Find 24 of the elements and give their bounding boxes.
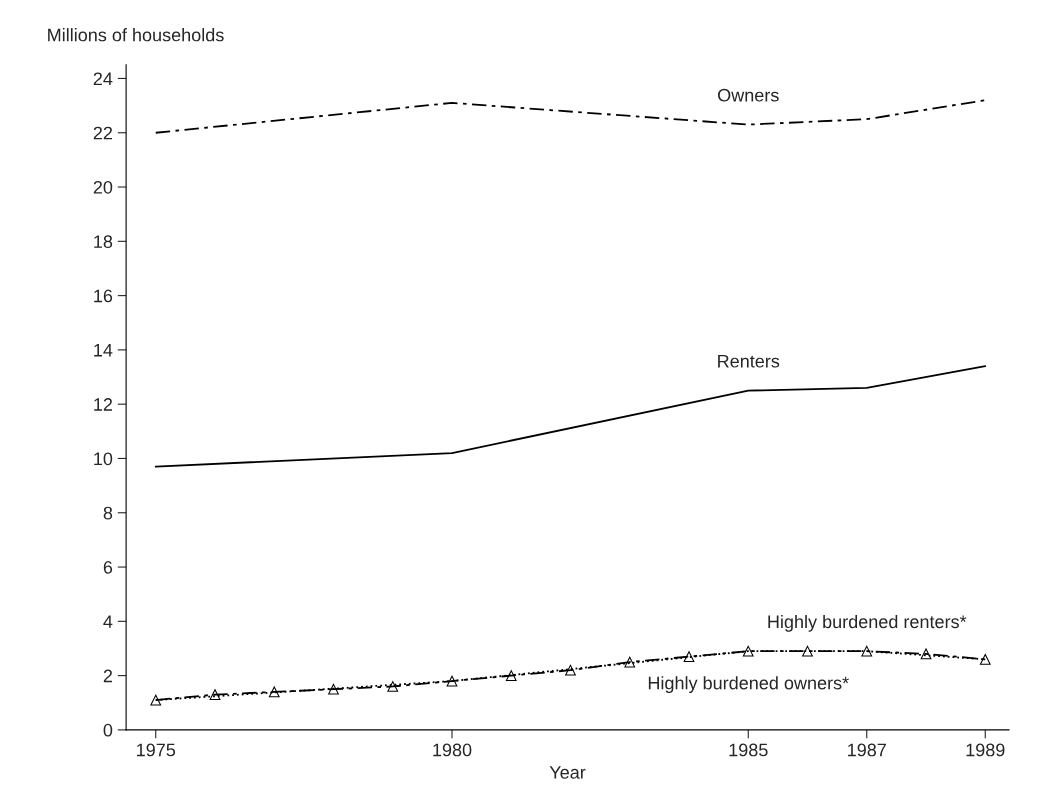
series-label: Renters [718,354,780,368]
y-tick-label: 18 [94,235,113,249]
x-tick-label: 1980 [433,743,472,757]
y-tick-label: 8 [103,506,113,520]
y-tick-label: 24 [93,72,113,85]
y-tick-label: 6 [103,560,113,574]
x-tick-label: 1987 [848,743,886,757]
x-tick-label: 1985 [729,743,768,757]
series-label: Highly burdened renters* [768,614,967,632]
y-tick-label: 10 [94,452,113,466]
y-tick-label: 12 [94,398,113,411]
x-tick-label: 1989 [966,743,1005,757]
y-tick-label: 20 [93,180,113,194]
y-tick-label: 22 [93,126,113,140]
x-tick-label: 1975 [137,743,176,757]
y-tick-label: 4 [103,615,113,628]
y-tick-label: 16 [94,289,113,303]
y-axis-title: Millions of households [48,28,224,42]
series-label: Owners [718,88,779,102]
series-label: Highly burdened owners* [648,676,849,694]
y-tick-label: 14 [94,344,113,357]
y-tick-label: 0 [103,723,113,737]
y-tick-label: 2 [103,669,113,683]
x-axis-title: Year [549,766,586,779]
